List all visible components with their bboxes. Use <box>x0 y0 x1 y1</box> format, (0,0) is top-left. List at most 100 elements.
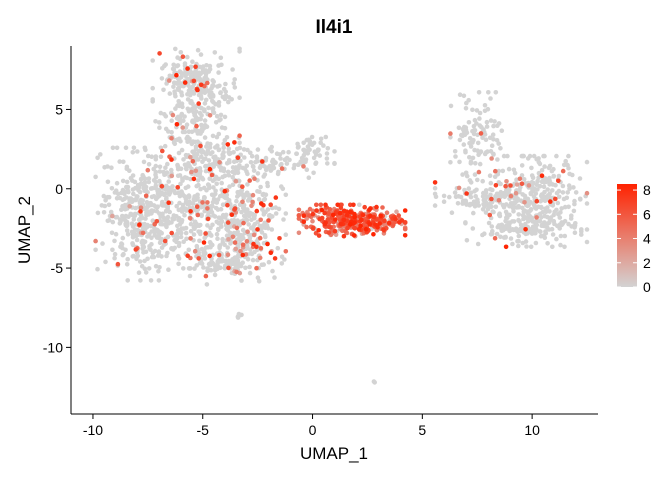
cell-point-2536 <box>310 226 316 231</box>
cell-point-1810 <box>556 173 562 179</box>
cell-point-1776 <box>551 166 556 172</box>
cell-point-1880 <box>564 195 570 201</box>
y-ticks: 5 0 -5 -10 <box>43 101 71 355</box>
cell-point-2373 <box>304 224 309 230</box>
cell-point-1220 <box>263 225 268 231</box>
cell-point-2622 <box>301 219 307 224</box>
cell-point-1901 <box>519 163 525 168</box>
cell-point-903 <box>173 236 179 242</box>
cell-point-2126 <box>499 228 505 234</box>
cell-point-400 <box>158 154 164 160</box>
cell-point-2486 <box>162 238 168 244</box>
cell-point-1382 <box>187 273 193 279</box>
cell-point-1598 <box>480 178 486 184</box>
cell-point-2576 <box>381 227 386 233</box>
cell-point-2643 <box>259 201 264 206</box>
cell-point-1398 <box>235 258 241 263</box>
cell-point-342 <box>112 251 118 257</box>
cell-point-2261 <box>138 205 144 210</box>
cell-point-2375 <box>254 265 259 271</box>
cell-point-869 <box>167 209 172 215</box>
cell-point-2284 <box>250 199 255 205</box>
cell-point-2079 <box>538 229 543 234</box>
cell-point-513 <box>124 184 129 190</box>
cell-point-906 <box>163 165 168 170</box>
cell-point-982 <box>210 133 216 139</box>
cell-point-2388 <box>560 168 566 174</box>
cell-point-2200 <box>180 125 185 130</box>
cell-point-1993 <box>441 199 447 204</box>
cell-point-446 <box>110 145 116 151</box>
cell-point-932 <box>195 157 201 162</box>
cell-point-1055 <box>221 150 226 155</box>
cell-point-2119 <box>463 220 468 225</box>
cell-point-2064 <box>572 230 578 235</box>
cell-point-2538 <box>277 236 282 241</box>
cell-point-875 <box>130 241 135 246</box>
cell-point-1878 <box>558 233 564 239</box>
color-legend: 0 2 4 6 8 <box>617 182 651 295</box>
cell-point-424 <box>135 149 140 154</box>
cell-point-2640 <box>377 221 383 226</box>
cell-point-1461 <box>270 157 276 163</box>
cell-point-1317 <box>215 236 220 241</box>
cell-point-2290 <box>252 176 257 181</box>
cell-point-1161 <box>230 174 235 180</box>
cell-point-894 <box>142 181 147 186</box>
cell-point-430 <box>156 269 161 274</box>
cell-point-2522 <box>175 185 180 190</box>
cell-point-1811 <box>554 153 559 159</box>
cell-point-111 <box>186 109 192 114</box>
cell-point-2612 <box>548 199 553 204</box>
cell-point-521 <box>123 145 129 151</box>
cell-point-2607 <box>432 180 438 185</box>
cell-point-2566 <box>185 253 190 259</box>
cell-point-877 <box>192 219 198 225</box>
cell-point-946 <box>251 168 257 173</box>
cell-point-2087 <box>513 228 519 233</box>
cell-point-1075 <box>212 177 218 182</box>
cell-point-427 <box>169 167 174 173</box>
cell-point-1337 <box>216 226 221 232</box>
cell-point-480 <box>125 256 130 262</box>
cell-point-2205 <box>193 168 199 174</box>
cell-point-1823 <box>577 176 583 181</box>
cell-point-2341 <box>493 168 498 174</box>
cell-point-479 <box>105 164 110 169</box>
cell-point-37 <box>198 52 204 57</box>
cell-point-1760 <box>516 212 521 217</box>
cell-point-593 <box>106 218 112 223</box>
x-ticks: -10 -5 0 5 10 <box>83 414 540 438</box>
cell-point-303 <box>207 63 213 69</box>
cell-point-1036 <box>184 175 190 181</box>
cell-point-284 <box>188 64 194 70</box>
cell-point-184 <box>181 118 186 123</box>
cell-point-200 <box>206 158 212 163</box>
cell-point-2588 <box>464 191 469 196</box>
cell-point-318 <box>179 90 184 95</box>
cell-point-812 <box>172 245 177 251</box>
cell-point-953 <box>231 150 236 155</box>
cell-point-721 <box>188 228 194 234</box>
cell-point-2472 <box>326 211 332 216</box>
cell-point-1765 <box>550 244 555 250</box>
cell-point-2664 <box>174 122 180 127</box>
cell-point-1390 <box>235 264 241 270</box>
cell-point-1822 <box>539 179 545 185</box>
cell-point-1775 <box>543 198 548 203</box>
cell-point-2065 <box>510 241 515 247</box>
cell-point-1057 <box>205 141 210 146</box>
cell-point-2130 <box>525 231 530 236</box>
cell-point-943 <box>153 169 159 175</box>
cell-point-1074 <box>224 192 230 198</box>
cell-point-785 <box>146 176 152 181</box>
cell-point-884 <box>216 215 222 220</box>
cell-point-1619 <box>467 140 472 146</box>
cell-point-1887 <box>550 188 555 193</box>
cell-point-227 <box>232 77 237 82</box>
cell-point-2578 <box>138 209 143 214</box>
cell-point-2514 <box>326 230 332 235</box>
cell-point-2619 <box>344 212 350 218</box>
cell-point-1797 <box>536 175 541 180</box>
cell-point-863 <box>158 221 163 227</box>
